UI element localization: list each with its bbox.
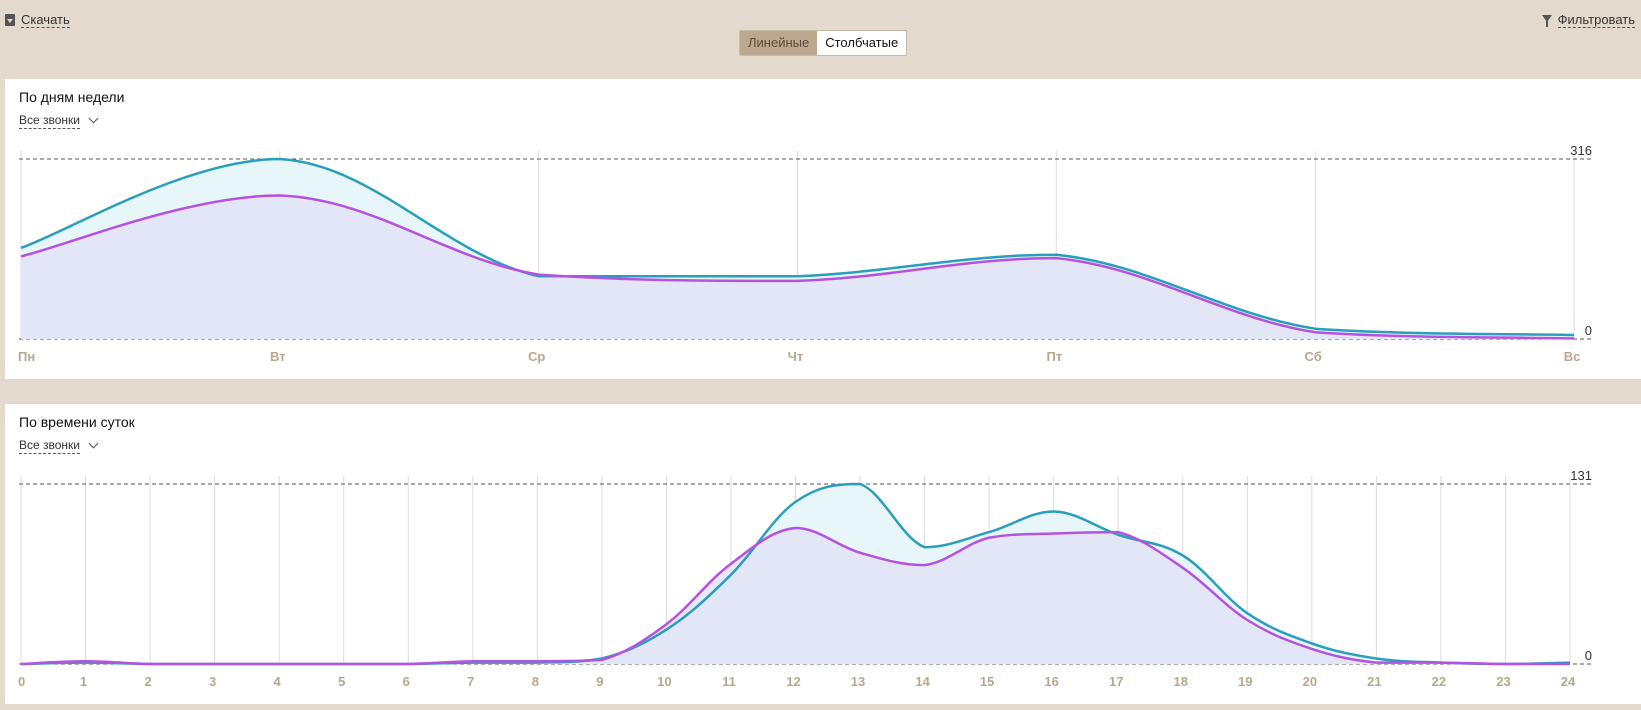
weekday-ymax-label: 316 xyxy=(1570,143,1592,158)
hourly-series-1-point[interactable] xyxy=(80,655,92,667)
hourly-series-0-point[interactable] xyxy=(1048,505,1060,517)
hourly-series-1-line[interactable] xyxy=(20,526,1570,666)
weekday-series-1-line[interactable] xyxy=(20,194,1575,340)
hourly-series-1-point[interactable] xyxy=(144,658,156,670)
weekday-x-tick-label: Вт xyxy=(270,349,286,364)
hourly-chart-panel: По времени суток Все звонки 131 0 0 1 2 3 4 5 6 7… xyxy=(5,404,1641,704)
weekday-chart: 316 0 Пн Вт Ср Чт Пт Сб Вс xyxy=(15,143,1592,364)
hourly-chart-title: По времени суток xyxy=(19,414,135,430)
hourly-series-1-point[interactable] xyxy=(273,658,285,670)
hourly-series-1-area xyxy=(21,528,1570,664)
hourly-x-tick-label: 12 xyxy=(786,674,800,689)
hourly-series-1-point[interactable] xyxy=(467,655,479,667)
hourly-series-1-point[interactable] xyxy=(1112,526,1124,538)
hourly-x-tick-label: 17 xyxy=(1109,674,1123,689)
hourly-x-tick-label: 13 xyxy=(851,674,865,689)
hourly-x-tick-label: 6 xyxy=(403,674,410,689)
hourly-x-tick-label: 8 xyxy=(532,674,539,689)
hourly-series-1-point[interactable] xyxy=(1435,657,1447,669)
hourly-series-1-point[interactable] xyxy=(660,618,672,630)
weekday-x-tick-label: Ср xyxy=(528,349,545,364)
hourly-series-0-point[interactable] xyxy=(725,569,737,581)
weekday-call-filter-label[interactable]: Все звонки xyxy=(19,113,81,129)
bar-view-button[interactable]: Столбчатые xyxy=(817,31,907,55)
hourly-ymin-label: 0 xyxy=(1585,648,1592,663)
hourly-x-tick-label: 21 xyxy=(1367,674,1381,689)
weekday-series-1-point[interactable] xyxy=(1568,332,1580,344)
hourly-x-tick-label: 4 xyxy=(274,674,282,689)
weekday-x-tick-label: Сб xyxy=(1305,349,1322,364)
hourly-x-tick-label: 16 xyxy=(1044,674,1058,689)
hourly-x-tick-label: 1 xyxy=(80,674,87,689)
filter-icon xyxy=(1541,14,1552,27)
hourly-x-tick-label: 0 xyxy=(18,674,25,689)
download-label[interactable]: Скачать xyxy=(21,12,70,28)
hourly-x-tick-label: 23 xyxy=(1496,674,1510,689)
hourly-x-tick-label: 2 xyxy=(144,674,151,689)
hourly-series-1-point[interactable] xyxy=(596,654,608,666)
weekday-call-filter[interactable]: Все звонки xyxy=(19,113,99,129)
hourly-x-tick-label: 10 xyxy=(657,674,671,689)
hourly-series-1-point[interactable] xyxy=(338,658,350,670)
hourly-x-tick-label: 5 xyxy=(338,674,345,689)
hourly-series-1-point[interactable] xyxy=(1048,527,1060,539)
hourly-series-0-point[interactable] xyxy=(1177,549,1189,561)
hourly-series-1-point[interactable] xyxy=(1306,643,1318,655)
hourly-x-tick-label: 18 xyxy=(1174,674,1188,689)
hourly-series-1-point[interactable] xyxy=(1370,657,1382,669)
toolbar: Скачать Линейные Столбчатые Фильтровать xyxy=(0,0,1641,80)
hourly-series-0-point[interactable] xyxy=(919,541,931,553)
weekday-series-1-point[interactable] xyxy=(15,250,27,262)
hourly-x-tick-label: 24 xyxy=(1561,674,1576,689)
hourly-x-tick-label: 14 xyxy=(915,674,930,689)
hourly-series-1-point[interactable] xyxy=(1177,562,1189,574)
hourly-series-1-point[interactable] xyxy=(402,658,414,670)
hourly-series-1-point[interactable] xyxy=(854,547,866,559)
hourly-x-tick-label: 20 xyxy=(1303,674,1317,689)
weekday-series-1-point[interactable] xyxy=(792,275,804,287)
view-toggle: Линейные Столбчатые xyxy=(739,30,908,56)
hourly-series-0-point[interactable] xyxy=(790,496,802,508)
hourly-series-0-point[interactable] xyxy=(854,478,866,490)
weekday-x-tick-label: Вс xyxy=(1564,349,1581,364)
hourly-series-1-point[interactable] xyxy=(790,522,802,534)
weekday-series-0-line[interactable] xyxy=(20,157,1575,337)
hourly-series-1-point[interactable] xyxy=(209,658,221,670)
hourly-call-filter-label[interactable]: Все звонки xyxy=(19,438,81,454)
hourly-x-tick-label: 11 xyxy=(722,674,736,689)
hourly-series-1-point[interactable] xyxy=(919,559,931,571)
hourly-x-tick-label: 19 xyxy=(1238,674,1252,689)
hourly-call-filter[interactable]: Все звонки xyxy=(19,438,99,454)
hourly-x-tick-label: 7 xyxy=(467,674,474,689)
weekday-chart-panel: По дням недели Все звонки 316 0 Пн Вт Ср Чт Пт… xyxy=(5,79,1641,379)
hourly-series-1-point[interactable] xyxy=(531,655,543,667)
hourly-series-1-point[interactable] xyxy=(983,532,995,544)
weekday-series-0-point[interactable] xyxy=(274,153,286,165)
filter-button[interactable]: Фильтровать xyxy=(1541,12,1635,28)
weekday-series-1-point[interactable] xyxy=(1050,252,1062,264)
hourly-series-1-point[interactable] xyxy=(1499,658,1511,670)
hourly-x-tick-label: 3 xyxy=(209,674,216,689)
weekday-x-tick-label: Пн xyxy=(18,349,35,364)
hourly-x-tick-label: 9 xyxy=(596,674,603,689)
line-view-button[interactable]: Линейные xyxy=(740,31,818,55)
hourly-series-1-point[interactable] xyxy=(1564,658,1576,670)
weekday-x-tick-label: Пт xyxy=(1046,349,1062,364)
hourly-series-1-point[interactable] xyxy=(725,558,737,570)
download-button[interactable]: Скачать xyxy=(5,12,70,28)
weekday-chart-title: По дням недели xyxy=(19,89,125,105)
weekday-series-1-point[interactable] xyxy=(1309,326,1321,338)
hourly-series-1-point[interactable] xyxy=(1241,614,1253,626)
filter-label[interactable]: Фильтровать xyxy=(1557,12,1635,28)
hourly-x-tick-label: 22 xyxy=(1432,674,1446,689)
hourly-series-1-point[interactable] xyxy=(15,658,27,670)
hourly-ymax-label: 131 xyxy=(1570,468,1592,483)
hourly-x-tick-label: 15 xyxy=(980,674,994,689)
weekday-series-1-point[interactable] xyxy=(533,269,545,281)
weekday-series-1-point[interactable] xyxy=(274,189,286,201)
weekday-ymin-label: 0 xyxy=(1585,323,1592,338)
weekday-x-tick-label: Чт xyxy=(788,349,804,364)
download-icon xyxy=(5,14,15,26)
